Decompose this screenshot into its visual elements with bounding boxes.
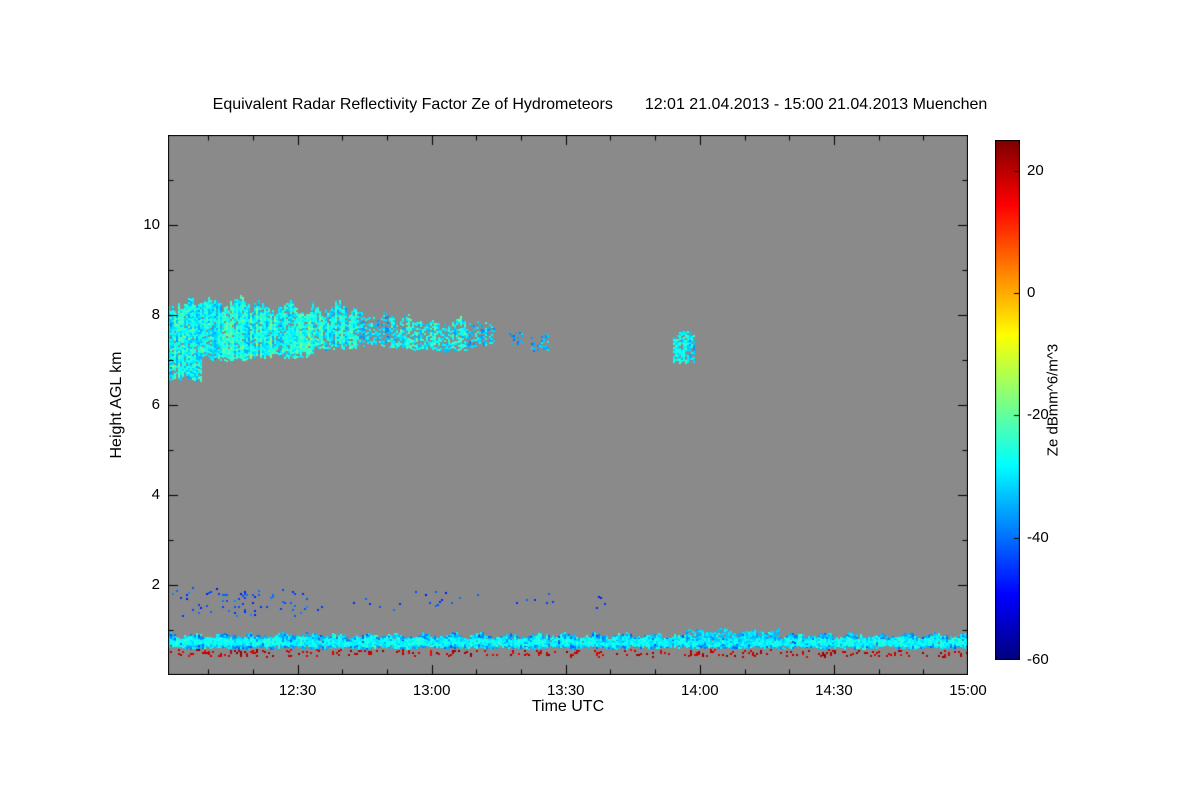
colorbar-tick-label: -60: [1027, 651, 1049, 668]
x-axis-tick-label: 14:00: [681, 682, 719, 699]
y-axis-tick-label: 10: [143, 216, 160, 233]
x-axis-tick-label: 12:30: [278, 682, 317, 699]
colorbar-tick-label: 20: [1027, 161, 1044, 179]
chart-title-main: Equivalent Radar Reflectivity Factor Ze …: [212, 96, 613, 113]
chart-title-daterange: 12:01 21.04.2013 - 15:00 21.04.2013 Muen…: [644, 96, 988, 113]
colorbar-tick-label: 0: [1027, 283, 1036, 301]
y-axis-tick-label: 2: [151, 576, 160, 593]
colorbar-tick-label: -40: [1027, 528, 1049, 546]
chart-title: Equivalent Radar Reflectivity Factor Ze …: [0, 96, 1200, 114]
colorbar-label: Ze dBmm^6/m^3: [1044, 343, 1062, 457]
x-axis-tick-label: 13:00: [412, 682, 451, 699]
heatmap-plot-canvas: [168, 135, 968, 675]
colorbar-tick-label: -20: [1027, 406, 1049, 424]
x-axis-tick-label: 13:30: [546, 682, 585, 699]
y-axis-tick-label: 6: [151, 396, 160, 413]
x-axis-tick-label: 14:30: [815, 682, 853, 699]
colorbar-canvas: [995, 140, 1020, 660]
y-axis-tick-label: 4: [151, 486, 160, 503]
x-axis-label: Time UTC: [531, 698, 605, 715]
x-axis-tick-label: 15:00: [949, 682, 987, 699]
y-axis-tick-label: 8: [151, 306, 160, 323]
